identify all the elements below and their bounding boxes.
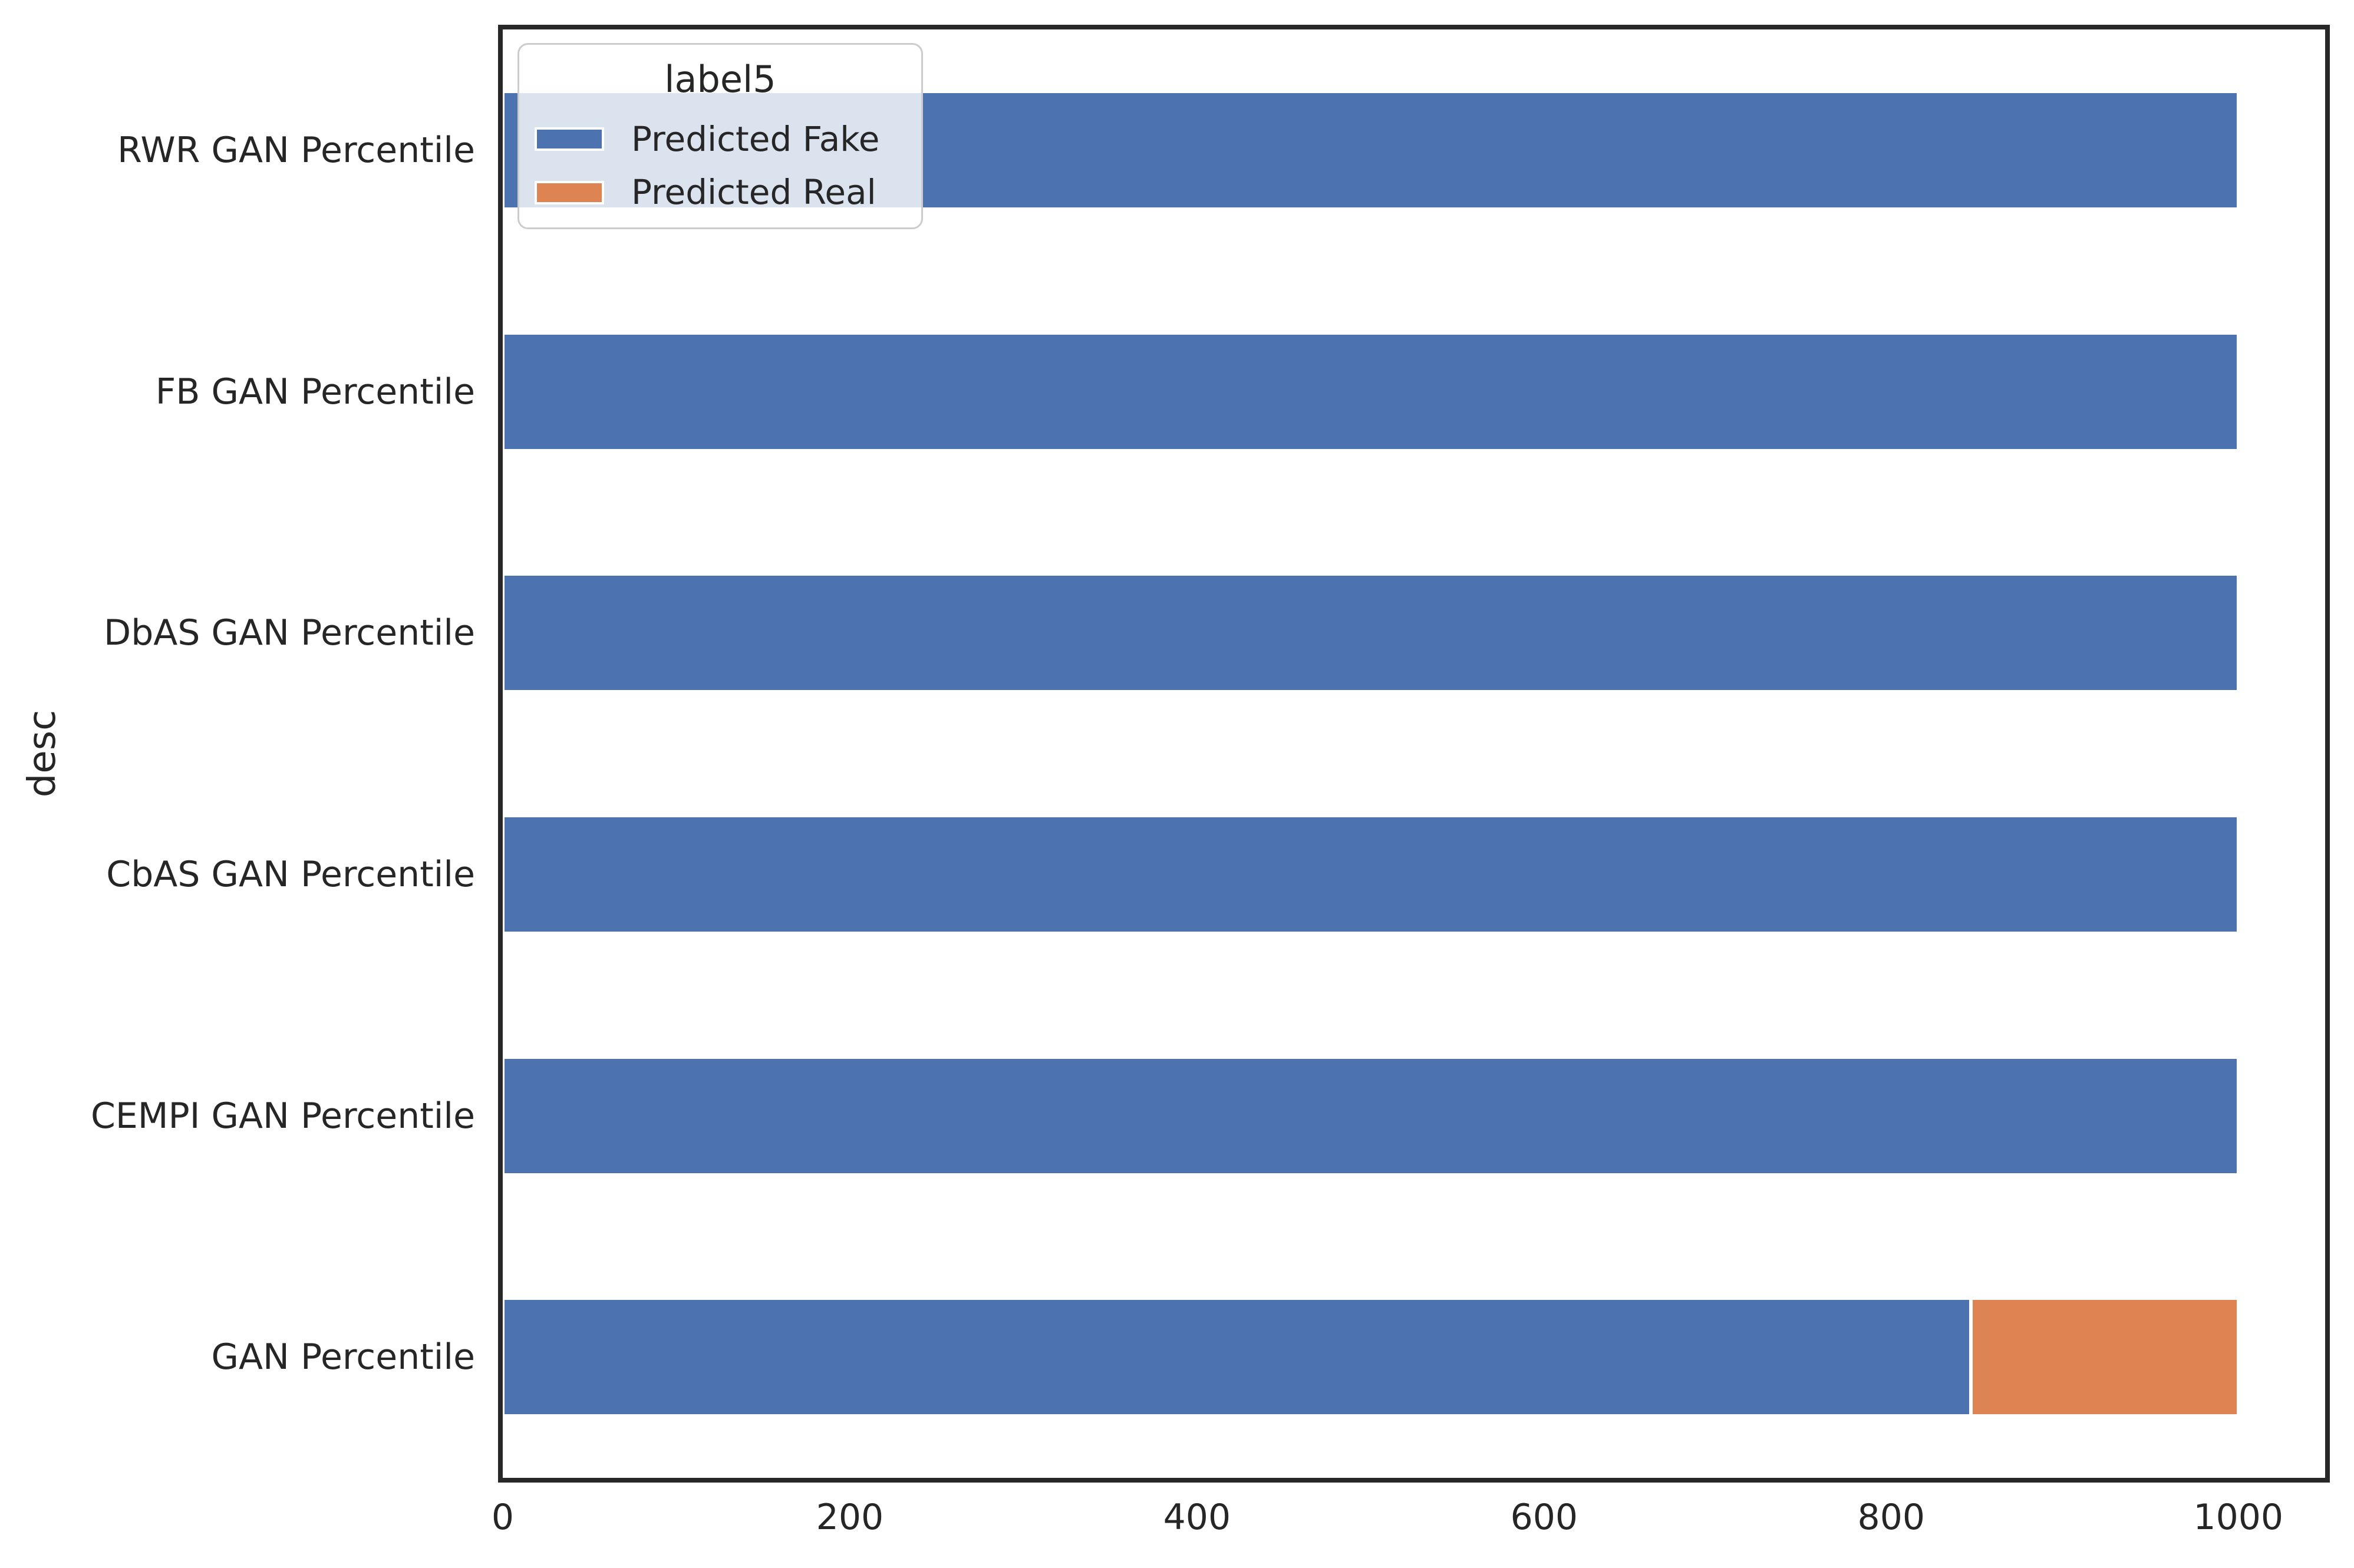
x-tick-labels: 0 200 400 600 800 1000 <box>492 1497 2325 1564</box>
y-tick-label: RWR GAN Percentile <box>117 129 475 171</box>
y-tick-labels: RWR GAN Percentile FB GAN Percentile DbA… <box>0 29 475 1478</box>
x-tick-label: 600 <box>1510 1497 1578 1538</box>
bar-row <box>503 512 2325 754</box>
legend-swatch-predicted-real-icon <box>535 180 604 204</box>
bar-segment-predicted-fake <box>503 1057 2238 1175</box>
bar-row <box>503 1236 2325 1478</box>
legend: label5 Predicted Fake Predicted Real <box>517 43 923 230</box>
bar-segment-predicted-fake <box>503 815 2238 933</box>
y-tick-label: GAN Percentile <box>211 1336 475 1378</box>
legend-label-predicted-real: Predicted Real <box>631 172 876 213</box>
x-tick-label: 1000 <box>2193 1497 2284 1538</box>
x-tick-label: 400 <box>1163 1497 1231 1538</box>
bar-segment-predicted-real <box>1971 1298 2238 1417</box>
x-tick-label: 800 <box>1857 1497 1926 1538</box>
bar-row <box>503 995 2325 1237</box>
plot-area: label5 Predicted Fake Predicted Real <box>498 25 2330 1483</box>
x-tick-label: 0 <box>491 1497 515 1538</box>
y-tick-label: CEMPI GAN Percentile <box>90 1095 475 1137</box>
y-tick-label: FB GAN Percentile <box>155 371 475 412</box>
legend-swatch-predicted-fake-icon <box>535 127 604 151</box>
bar-row <box>503 754 2325 995</box>
legend-entry-predicted-fake: Predicted Fake <box>535 120 921 159</box>
legend-title: label5 <box>664 58 776 101</box>
bar-segment-predicted-fake <box>503 1298 1971 1417</box>
y-tick-label: CbAS GAN Percentile <box>106 853 475 895</box>
legend-entry-predicted-real: Predicted Real <box>535 173 921 212</box>
y-tick-label: DbAS GAN Percentile <box>104 612 475 654</box>
legend-label-predicted-fake: Predicted Fake <box>631 118 880 159</box>
bar-row <box>503 271 2325 513</box>
x-tick-label: 200 <box>816 1497 884 1538</box>
bar-rows <box>503 29 2325 1478</box>
bar-segment-predicted-fake <box>503 332 2238 451</box>
bar-segment-predicted-fake <box>503 574 2238 692</box>
